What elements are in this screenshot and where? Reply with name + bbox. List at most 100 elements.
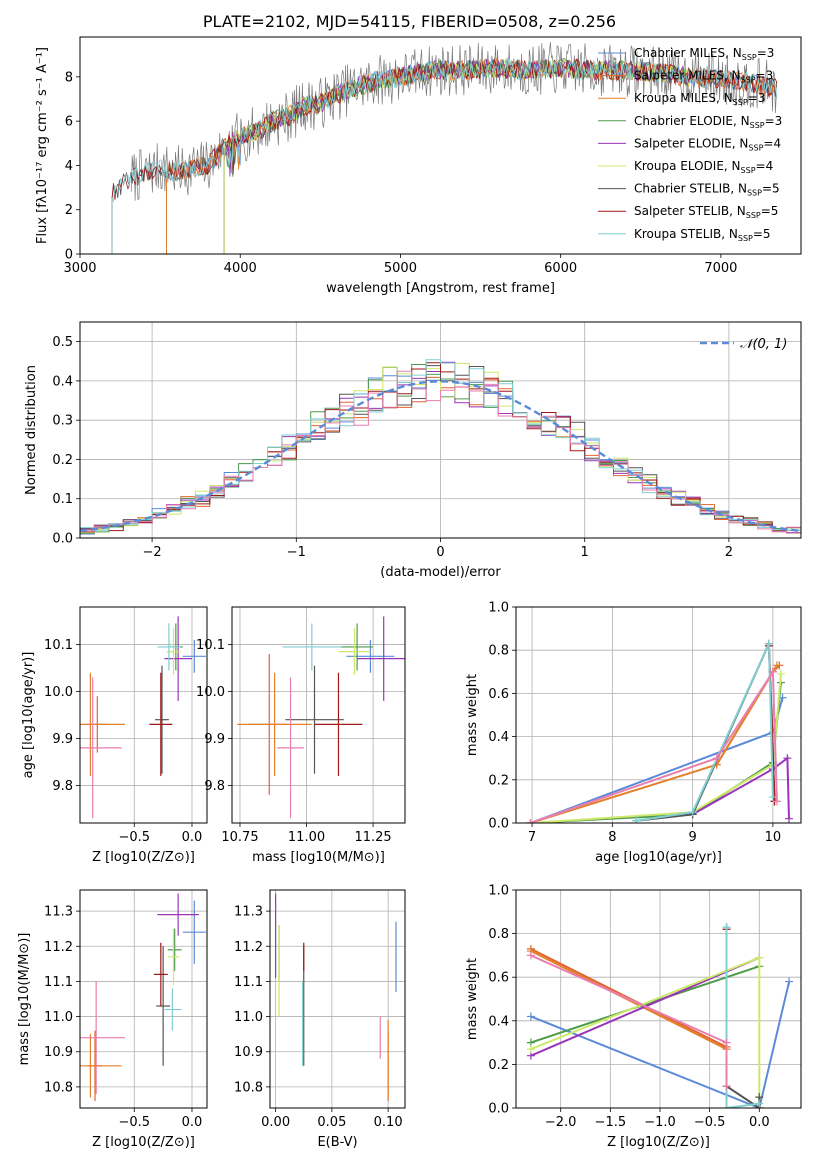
mass_vs_EBV-frame bbox=[269, 889, 406, 1109]
y-tick-label: 10.1 bbox=[196, 638, 225, 653]
x-axis-label: wavelength [Angstrom, rest frame] bbox=[326, 281, 555, 296]
errorbar-point bbox=[167, 928, 180, 985]
spectrum-model-kroupa-miles bbox=[166, 57, 777, 254]
errorbar-point bbox=[153, 942, 168, 1007]
y-tick-label: 2 bbox=[65, 203, 73, 218]
errorbar-point bbox=[277, 677, 304, 819]
legend-label: Chabrier STELIB, NSSP=5 bbox=[634, 182, 780, 198]
x-tick-label: 1 bbox=[581, 545, 589, 560]
spectrum-legend: Chabrier MILES, NSSP=3 Salpeter MILES, NS… bbox=[598, 46, 782, 243]
errorbar-point bbox=[285, 665, 344, 774]
y-tick-label: 0.6 bbox=[488, 971, 509, 986]
legend-label: Chabrier MILES, NSSP=3 bbox=[634, 46, 774, 62]
x-axis-label: Z [log10(Z/Z⊙)] bbox=[92, 850, 195, 865]
page-title: PLATE=2102, MJD=54115, FIBERID=0508, z=0… bbox=[202, 12, 617, 31]
y-tick-label: 0.4 bbox=[488, 1014, 509, 1029]
y-axis-label: mass [log10(M/M⊙)] bbox=[17, 933, 32, 1066]
x-tick-label: 0 bbox=[436, 545, 444, 560]
x-tick-label: 0.10 bbox=[374, 1115, 403, 1130]
x-axis-label: (data-model)/error bbox=[380, 565, 501, 580]
x-tick-label: −2.0 bbox=[545, 1115, 577, 1130]
mass-weight-marker bbox=[755, 953, 764, 962]
x-tick-label: −0.5 bbox=[118, 830, 150, 845]
y-tick-label: 0.1 bbox=[52, 492, 73, 507]
mass-weight-marker bbox=[526, 1012, 535, 1021]
errorbar-point bbox=[155, 665, 169, 774]
y-tick-label: 9.8 bbox=[52, 779, 73, 794]
mass_vs_Z-axes: −0.5 0.0 10.8 10.9 11.0 11.1 11.2 11.3 Z [log10(… bbox=[17, 890, 207, 1150]
mass-weight-marker bbox=[764, 639, 773, 648]
errorbar-point bbox=[163, 988, 182, 1031]
mass-weight-line bbox=[530, 673, 782, 823]
y-tick-label: 10.0 bbox=[44, 685, 73, 700]
x-axis-label: Z [log10(Z/Z⊙)] bbox=[607, 1135, 710, 1150]
x-tick-label: 0.0 bbox=[182, 830, 203, 845]
mass_vs_EBV-axes: 0.00 0.05 0.10 10.8 10.9 11.0 11.1 11.2 11.3 E(B-… bbox=[234, 890, 405, 1150]
mass_vs_EBV-plot-area bbox=[275, 893, 397, 1101]
mass-weight-line bbox=[692, 756, 790, 819]
mass-weight-line bbox=[530, 965, 760, 1044]
y-tick-label: 9.8 bbox=[204, 779, 225, 794]
y-tick-label: 1.0 bbox=[488, 884, 509, 899]
errorbar-point bbox=[182, 639, 206, 673]
mass-weight-marker bbox=[772, 797, 781, 806]
x-axis-label: E(B-V) bbox=[317, 1135, 357, 1150]
residual-histogram-step bbox=[80, 362, 801, 534]
y-tick-label: 0.0 bbox=[488, 817, 509, 832]
mass-weight-marker bbox=[722, 1104, 731, 1108]
age_vs_mass-frame bbox=[231, 606, 406, 824]
y-tick-label: 0.0 bbox=[52, 532, 73, 547]
mass-weight-line bbox=[725, 927, 761, 1108]
mass-weight-marker bbox=[526, 819, 535, 823]
y-tick-label: 11.2 bbox=[44, 940, 73, 955]
y-tick-label: 11.3 bbox=[234, 905, 263, 920]
y-axis-label: mass weight bbox=[465, 958, 480, 1040]
legend-label: Salpeter MILES, NSSP=3 bbox=[634, 69, 773, 85]
mass-weight-marker bbox=[526, 951, 535, 960]
residuals-frame bbox=[79, 321, 802, 539]
errorbar-point bbox=[282, 623, 342, 671]
y-tick-label: 8 bbox=[65, 70, 73, 85]
mass-weight-line bbox=[725, 927, 760, 1108]
residual-histogram-step bbox=[80, 362, 801, 533]
mass-weight-marker bbox=[772, 661, 781, 670]
y-tick-label: 0.2 bbox=[488, 773, 509, 788]
errorbar-point bbox=[80, 677, 122, 819]
legend-label: 𝒩(0, 1) bbox=[740, 337, 787, 352]
x-tick-label: 0.05 bbox=[317, 1115, 346, 1130]
mass-weight-marker bbox=[768, 793, 777, 802]
legend-label: Salpeter ELODIE, NSSP=4 bbox=[634, 136, 781, 152]
errorbar-point bbox=[314, 672, 363, 777]
age_vs_mass-plot-area bbox=[237, 616, 405, 819]
y-tick-label: 0 bbox=[65, 248, 73, 263]
x-tick-label: 10.75 bbox=[221, 830, 258, 845]
x-tick-label: −1.5 bbox=[595, 1115, 627, 1130]
y-tick-label: 0.4 bbox=[488, 730, 509, 745]
mass-weight-line bbox=[530, 668, 778, 823]
mass-weight-marker bbox=[712, 754, 721, 763]
spectrum-model-salpeter-miles bbox=[166, 58, 777, 254]
y-tick-label: 11.1 bbox=[234, 975, 263, 990]
y-axis-label: age [log10(age/yr)] bbox=[21, 652, 36, 779]
y-tick-label: 10.8 bbox=[234, 1080, 263, 1095]
mass-weight-marker bbox=[722, 923, 731, 932]
y-axis-label: Normed distribution bbox=[24, 365, 39, 495]
mass_vs_Z-plot-area bbox=[80, 893, 206, 1101]
y-tick-label: 11.1 bbox=[44, 975, 73, 990]
weight_vs_age-axes: 7 8 9 10 0.0 0.2 0.4 0.6 0.8 1.0 age [log10(age/yr… bbox=[465, 601, 801, 865]
x-tick-label: 7 bbox=[528, 830, 536, 845]
x-tick-label: 2 bbox=[725, 545, 733, 560]
spectrum-model-salpeter-stelib bbox=[111, 58, 778, 254]
errorbar-point bbox=[149, 672, 173, 777]
x-tick-label: 11.00 bbox=[288, 830, 325, 845]
age_vs_Z-axes: −0.5 0.0 9.8 9.9 10.0 10.1 Z [log10(Z/Z⊙)] age … bbox=[21, 607, 207, 865]
x-tick-label: 5000 bbox=[384, 261, 417, 276]
errorbar-point bbox=[182, 900, 206, 964]
x-tick-label: 4000 bbox=[224, 261, 257, 276]
legend-label: Kroupa ELODIE, NSSP=4 bbox=[634, 159, 773, 175]
errorbar-point bbox=[338, 628, 371, 676]
spectrum-frame bbox=[79, 36, 802, 255]
spectrum-model-kroupa-stelib bbox=[111, 58, 778, 254]
residuals-legend: 𝒩(0, 1) bbox=[700, 337, 787, 352]
y-tick-label: 0.2 bbox=[488, 1058, 509, 1073]
